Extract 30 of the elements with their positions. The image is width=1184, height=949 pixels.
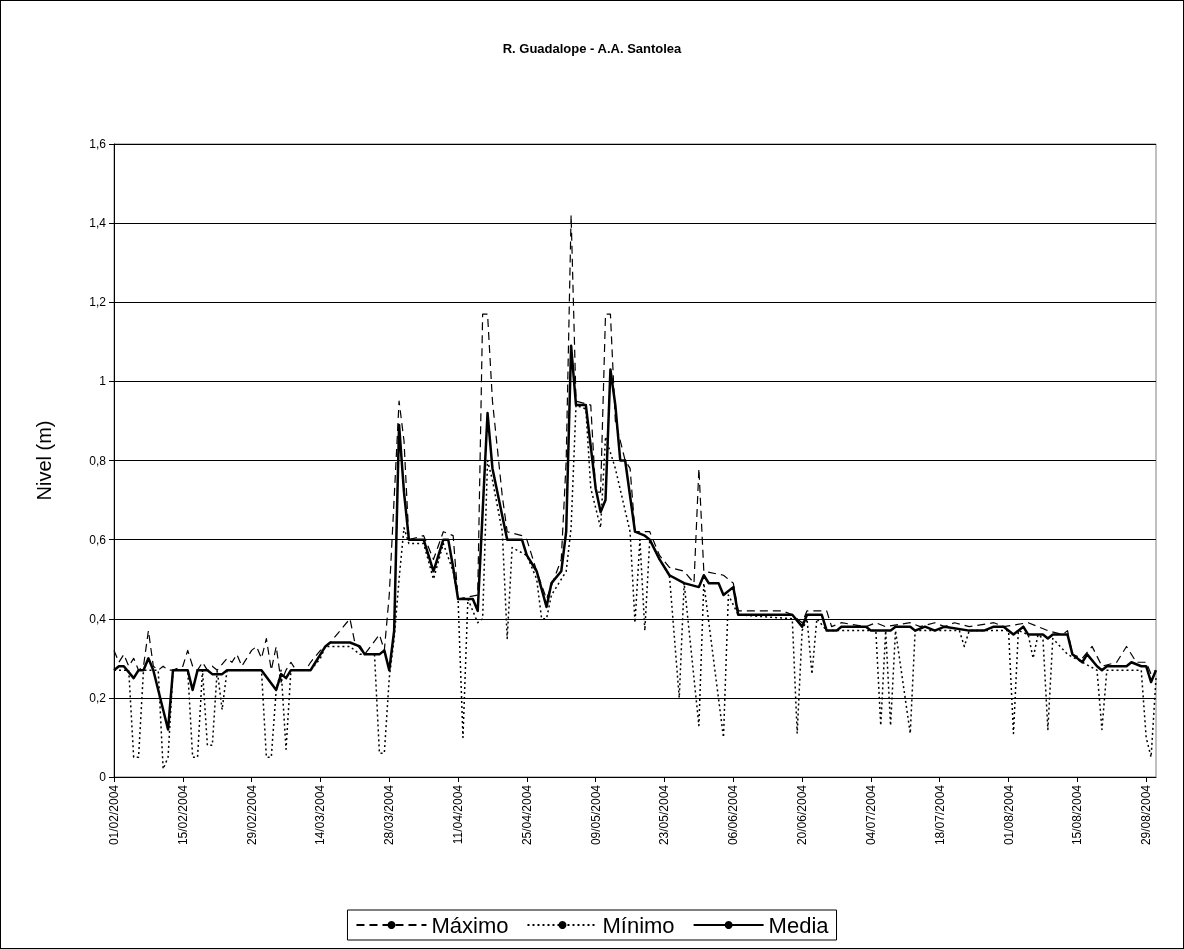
y-tick-label: 0,2 bbox=[89, 690, 107, 705]
y-tick-label: 1,6 bbox=[89, 137, 107, 151]
x-tick-label: 28/03/2004 bbox=[382, 784, 397, 846]
legend-label: Mínimo bbox=[602, 912, 675, 938]
y-tick-label: 0,8 bbox=[89, 453, 107, 468]
x-tick-label: 15/02/2004 bbox=[175, 784, 190, 846]
y-tick-label: 1,2 bbox=[89, 295, 107, 310]
x-tick-label: 04/07/2004 bbox=[863, 784, 878, 846]
x-tick-label: 11/04/2004 bbox=[451, 784, 466, 845]
x-tick-label: 20/06/2004 bbox=[795, 784, 810, 846]
x-tick-label: 29/02/2004 bbox=[244, 784, 259, 846]
y-tick-label: 0,6 bbox=[89, 532, 107, 547]
y-tick-label: 1,4 bbox=[89, 216, 107, 231]
x-tick-label: 15/08/2004 bbox=[1070, 784, 1085, 846]
y-tick-label: 0,4 bbox=[89, 611, 107, 626]
legend-label: Media bbox=[768, 912, 830, 938]
x-tick-label: 14/03/2004 bbox=[313, 784, 328, 846]
legend-label: Máximo bbox=[431, 912, 509, 938]
x-tick-label: 01/02/2004 bbox=[107, 784, 121, 846]
x-tick-label: 29/08/2004 bbox=[1139, 784, 1154, 846]
y-tick-label: 0 bbox=[99, 770, 107, 784]
y-axis-title: Nivel (m) bbox=[33, 420, 55, 501]
y-tick-label: 1 bbox=[99, 374, 107, 389]
x-tick-label: 18/07/2004 bbox=[932, 784, 947, 846]
x-tick-label: 25/04/2004 bbox=[519, 784, 534, 846]
chart-title: R. Guadalope - A.A. Santolea bbox=[502, 41, 683, 56]
x-tick-label: 23/05/2004 bbox=[657, 784, 672, 846]
x-tick-label: 06/06/2004 bbox=[726, 784, 741, 846]
x-tick-label: 09/05/2004 bbox=[588, 784, 603, 846]
x-tick-label: 01/08/2004 bbox=[1001, 784, 1016, 846]
